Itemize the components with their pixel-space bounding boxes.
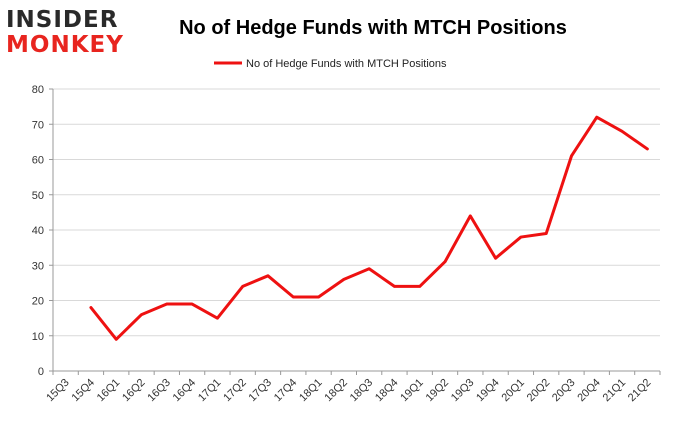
data-point: [519, 235, 523, 239]
data-point: [317, 295, 320, 299]
data-point: [342, 278, 346, 281]
data-point: [646, 147, 649, 151]
y-tick-label: 60: [32, 155, 44, 167]
x-tick-label: 20Q2: [525, 377, 553, 405]
x-tick-label: 21Q2: [626, 377, 654, 405]
x-tick-label: 19Q2: [424, 377, 452, 405]
axes: [49, 88, 661, 375]
x-tick-label: 16Q4: [171, 377, 199, 405]
data-point: [418, 285, 421, 288]
data-point: [367, 267, 371, 270]
x-tick-labels: 15Q315Q416Q116Q216Q316Q417Q117Q217Q317Q4…: [44, 377, 653, 405]
data-point: [140, 313, 143, 316]
data-point: [595, 116, 598, 119]
y-tick-label: 80: [32, 84, 44, 96]
chart-title: No of Hedge Funds with MTCH Positions: [179, 17, 567, 39]
y-tick-label: 20: [32, 296, 44, 308]
x-tick-label: 18Q1: [297, 377, 325, 405]
y-tick-label: 40: [32, 225, 44, 237]
data-point: [216, 316, 219, 320]
x-tick-label: 18Q3: [348, 377, 376, 405]
data-point: [292, 295, 295, 299]
series-line: [89, 115, 649, 341]
x-tick-label: 20Q1: [499, 377, 527, 405]
data-point: [443, 260, 447, 263]
x-tick-label: 19Q4: [474, 377, 502, 405]
data-point: [544, 232, 548, 235]
series-layer: [89, 115, 649, 341]
x-tick-label: 19Q3: [449, 377, 477, 405]
legend-label: No of Hedge Funds with MTCH Positions: [246, 58, 447, 70]
data-point: [570, 154, 573, 158]
logo-line-insider: INSIDER: [6, 7, 118, 33]
data-point: [165, 302, 169, 306]
y-tick-label: 70: [32, 119, 44, 131]
legend: No of Hedge Funds with MTCH Positions: [214, 58, 447, 70]
logo-line-monkey: MONKEY: [6, 32, 124, 58]
x-tick-label: 18Q2: [322, 377, 350, 405]
y-tick-label: 0: [38, 366, 44, 378]
x-tick-label: 15Q4: [70, 377, 98, 405]
x-tick-label: 16Q2: [120, 377, 148, 405]
x-tick-label: 17Q3: [247, 377, 275, 405]
y-tick-label: 10: [32, 331, 44, 343]
x-tick-label: 21Q1: [601, 377, 629, 405]
logo: INSIDER MONKEY: [6, 7, 124, 58]
y-tick-label: 30: [32, 260, 44, 272]
x-tick-label: 17Q1: [196, 377, 224, 405]
x-tick-label: 19Q1: [398, 377, 426, 405]
data-point: [190, 302, 194, 306]
x-tick-label: 16Q1: [95, 377, 123, 405]
data-point: [241, 285, 244, 288]
x-tick-label: 20Q4: [575, 377, 603, 405]
x-tick-label: 17Q4: [272, 377, 300, 405]
x-tick-label: 15Q3: [44, 377, 72, 405]
y-tick-labels: 0 10 20 30 40 50 60 70 80: [32, 84, 44, 378]
data-point: [115, 338, 118, 341]
y-tick-label: 50: [32, 190, 44, 202]
x-tick-label: 17Q2: [221, 377, 249, 405]
data-point: [89, 306, 93, 309]
data-point: [393, 285, 396, 288]
data-point: [620, 130, 624, 133]
x-tick-label: 18Q4: [373, 377, 401, 405]
data-point: [469, 214, 472, 218]
x-tick-label: 20Q3: [550, 377, 578, 405]
data-point: [494, 257, 497, 260]
x-tick-label: 16Q3: [145, 377, 173, 405]
gridlines: [53, 88, 660, 337]
data-point: [266, 274, 270, 278]
